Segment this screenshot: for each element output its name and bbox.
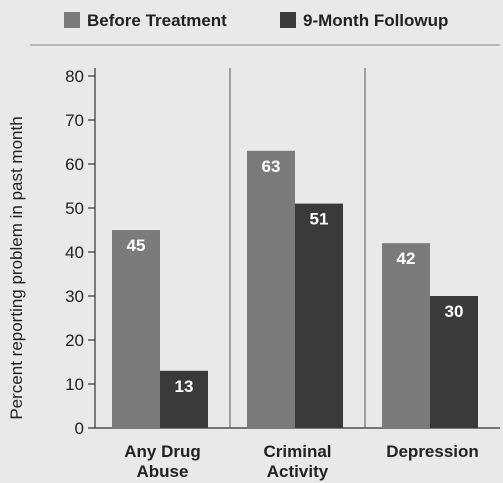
y-tick-label: 80	[65, 67, 84, 86]
x-category-label: Depression	[386, 442, 479, 461]
x-category-label: Activity	[267, 462, 329, 481]
x-category-label: Any Drug	[124, 442, 201, 461]
bar	[160, 370, 208, 428]
y-axis: 0 10 20 30 40 50 60 70 80	[65, 67, 500, 438]
y-tick-label: 40	[65, 243, 84, 262]
x-category-label: Criminal	[263, 442, 331, 461]
bars: 45 13 63 51 42 30	[112, 150, 478, 429]
bar	[247, 150, 295, 429]
y-tick-label: 50	[65, 199, 84, 218]
bar	[112, 230, 160, 428]
legend-label: 9-Month Followup	[303, 11, 448, 30]
legend: Before Treatment 9-Month Followup	[64, 11, 448, 30]
y-tick-label: 20	[65, 331, 84, 350]
bar-value-label: 45	[127, 236, 146, 255]
bar	[295, 203, 343, 428]
y-axis-label: Percent reporting problem in past month	[7, 116, 26, 419]
legend-label: Before Treatment	[87, 11, 227, 30]
bar	[382, 243, 430, 428]
legend-swatch	[280, 12, 296, 28]
bar-value-label: 13	[175, 377, 194, 396]
x-category-label: Abuse	[137, 462, 189, 481]
bar-value-label: 63	[262, 157, 281, 176]
category-dividers	[229, 68, 366, 428]
bar-value-label: 30	[445, 302, 464, 321]
bar	[430, 296, 478, 428]
bar-value-label: 51	[310, 210, 329, 229]
y-tick-label: 70	[65, 111, 84, 130]
y-tick-label: 30	[65, 287, 84, 306]
legend-swatch	[64, 12, 80, 28]
y-tick-label: 60	[65, 155, 84, 174]
y-tick-label: 10	[65, 375, 84, 394]
bar-value-label: 42	[397, 249, 416, 268]
y-tick-label: 0	[75, 419, 84, 438]
